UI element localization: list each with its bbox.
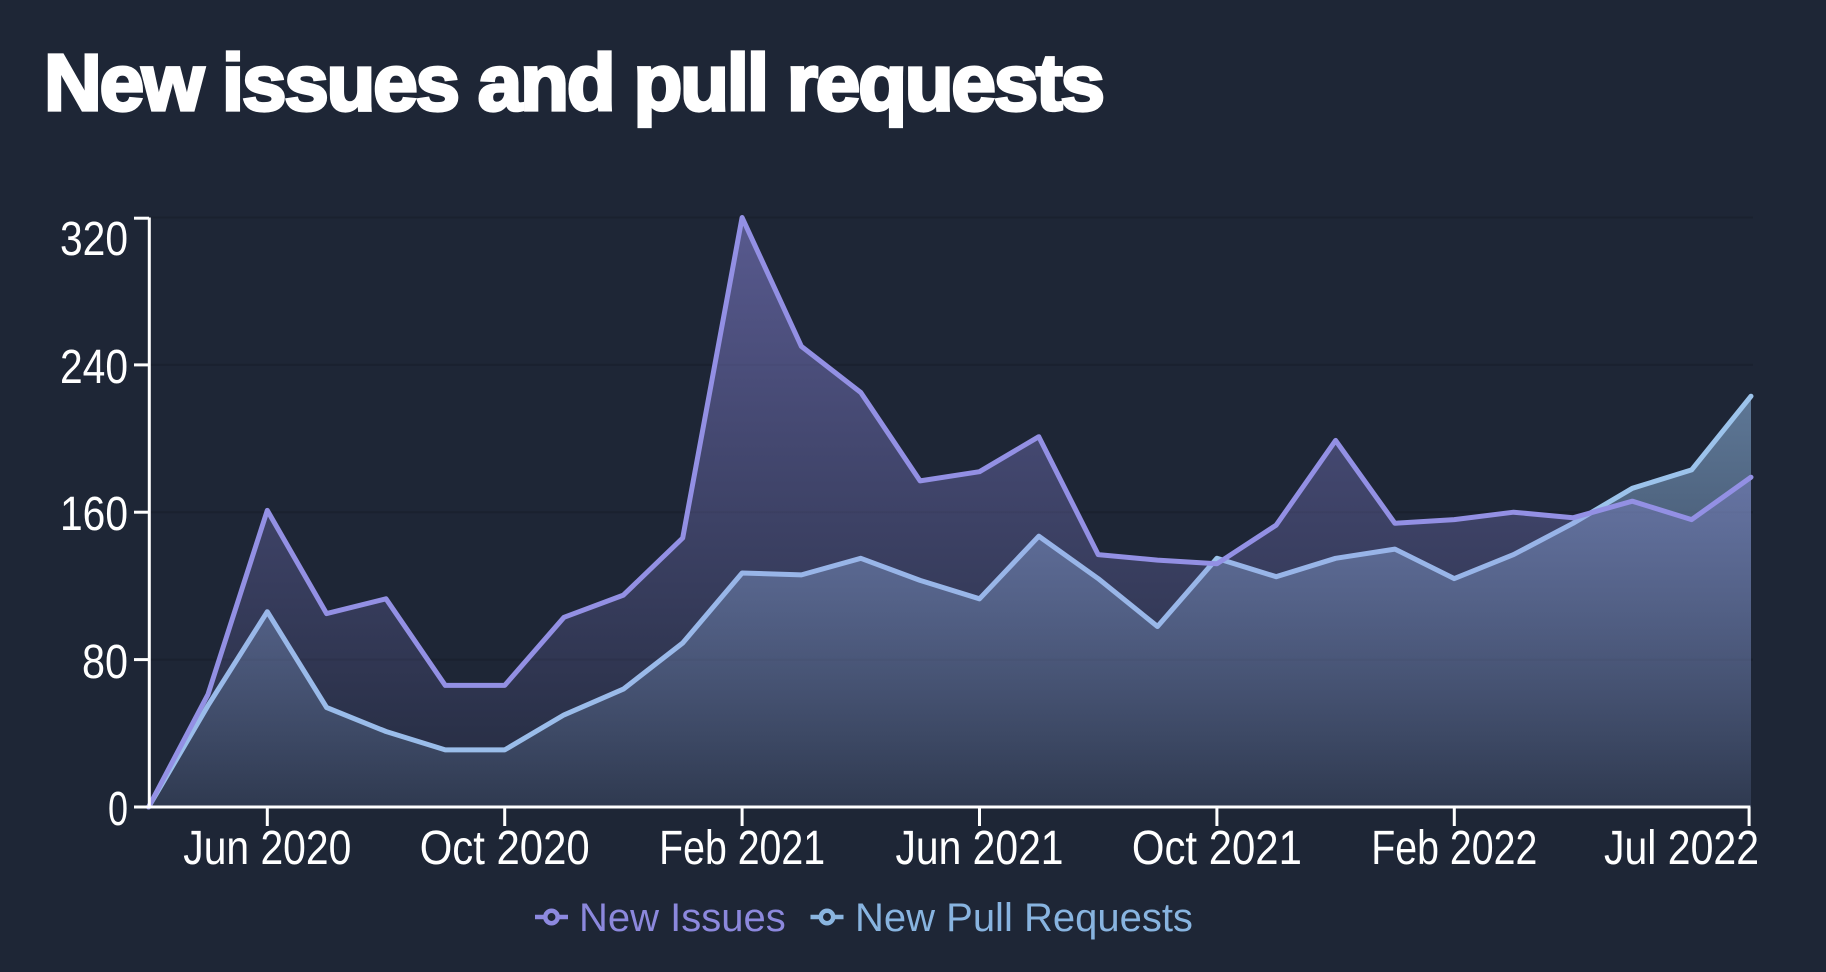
svg-text:New issues and pull requests: New issues and pull requests — [44, 38, 1103, 127]
svg-text:Jun 2021: Jun 2021 — [896, 822, 1064, 875]
svg-text:Jul 2022: Jul 2022 — [1604, 822, 1759, 875]
svg-text:320: 320 — [60, 213, 128, 266]
svg-text:Oct 2021: Oct 2021 — [1132, 822, 1302, 875]
svg-text:New Issues: New Issues — [579, 896, 786, 940]
svg-text:240: 240 — [60, 341, 128, 394]
svg-text:Feb 2022: Feb 2022 — [1371, 822, 1537, 875]
svg-text:Oct 2020: Oct 2020 — [420, 822, 590, 875]
svg-text:New Pull Requests: New Pull Requests — [855, 896, 1193, 940]
svg-text:Feb 2021: Feb 2021 — [659, 822, 825, 875]
svg-text:0: 0 — [108, 783, 128, 836]
svg-text:160: 160 — [60, 488, 128, 541]
svg-text:Jun 2020: Jun 2020 — [183, 822, 351, 875]
svg-text:80: 80 — [82, 636, 128, 689]
